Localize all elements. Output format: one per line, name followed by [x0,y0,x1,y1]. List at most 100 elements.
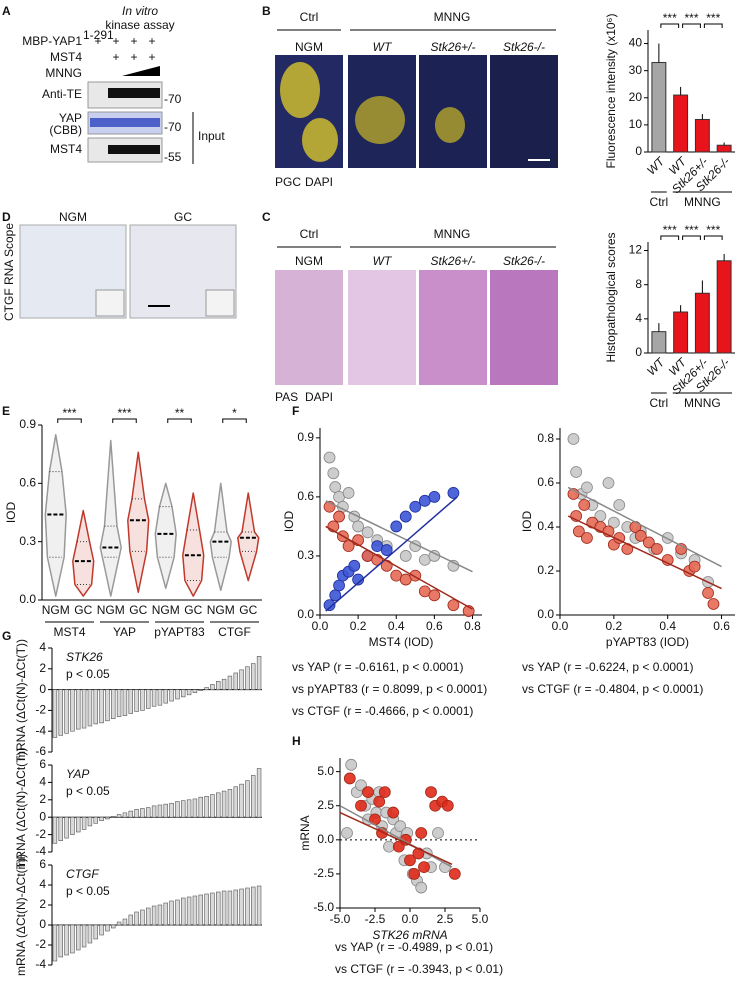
bar [146,689,151,709]
images-b [275,55,558,168]
y-tick-label: 2 [39,897,46,911]
point [570,466,583,478]
point [581,532,593,544]
bar [134,809,139,818]
y-label: IOD [282,511,296,533]
point [327,467,340,480]
x-tick-label: -2.5 [365,912,386,926]
point [399,550,412,562]
point [613,499,626,511]
image [419,270,487,385]
point [404,854,416,867]
legend-entry: vs YAP (r = -0.6224, p < 0.0001) [522,660,693,674]
bar [245,666,250,690]
bar [210,892,215,926]
bar [204,687,209,690]
image [490,270,558,385]
violin [127,451,150,593]
y-tick-label: 5.0 [317,764,334,778]
row-label: MBP-YAP1 [22,34,82,48]
bar [76,689,81,730]
group-label: Ctrl [300,227,319,241]
bar [716,260,732,354]
x-tick-label: 0.4 [388,619,405,633]
point [323,451,336,464]
image-label: Stk26+/- [430,254,475,268]
y-tick-label: -4 [35,844,46,858]
sig-bracket [222,418,247,423]
inset [95,289,125,317]
significance: *** [663,11,677,25]
sig-bracket [57,418,82,423]
significance: ** [175,406,185,420]
blot-label: YAP [59,111,82,125]
band [108,145,160,154]
y-tick-label: -2 [35,937,46,951]
bar [221,890,227,926]
image-label: Stk26-/- [503,40,545,54]
fit-line [325,496,458,612]
y-tick-label: 4 [635,311,642,325]
plus: + [130,50,137,64]
violin [154,482,177,590]
x-tick-label: 0.0 [552,619,569,633]
y-tick-label: -2 [35,827,46,841]
bar [116,689,122,717]
mw-marker: -70 [164,92,182,106]
plus: + [112,34,119,48]
bar [81,689,87,729]
y-tick-label: 2 [39,661,46,675]
bar [81,816,87,830]
point [378,786,391,798]
bar [192,689,198,694]
violin [72,509,95,597]
group-label: MNNG [684,195,721,209]
bar [105,689,110,722]
bar [99,924,104,936]
fit-line [567,515,722,590]
sig-bracket [660,23,680,28]
point [329,481,342,493]
x-label: STK26 mRNA [372,928,447,942]
sig-bracket [682,235,701,240]
bar [105,816,110,820]
y-tick-label: 0 [39,809,46,823]
x-label: MST4 (IOD) [369,635,434,649]
bar [216,680,221,690]
bar [221,790,227,818]
bar [169,802,174,818]
y-tick-label: 0.9 [19,417,36,431]
blot-label: Anti-TE [42,87,82,101]
bar [111,816,116,818]
group-label: MNNG [684,396,721,410]
point [362,786,374,798]
fit-line [567,486,722,568]
significance: *** [684,11,698,25]
point [352,520,365,533]
bar [70,689,75,732]
bar [694,292,710,354]
inset [205,289,235,317]
legend-entry: vs CTGF (r = -0.4666, p < 0.0001) [292,704,473,718]
point [634,529,647,542]
y-tick-label: 4 [39,640,46,654]
y-tick-label: -5.0 [313,900,334,914]
group-label: Ctrl [650,195,669,209]
bar [198,894,203,926]
stain-label: PAS [275,390,298,404]
y-tick-label: 10 [629,117,643,131]
point [428,490,441,503]
bar [76,816,81,833]
image-label: WT [373,254,393,268]
y-label: Fluorescence intensity (x10⁶) [604,13,618,168]
point [448,868,461,880]
point [415,881,428,894]
bar [134,689,139,712]
bar [151,805,157,818]
point [342,540,355,553]
y-tick-label: 0.0 [297,607,314,621]
image [275,270,343,385]
y-tick-label: 0 [635,144,642,158]
bar [227,675,233,690]
point [428,589,441,602]
